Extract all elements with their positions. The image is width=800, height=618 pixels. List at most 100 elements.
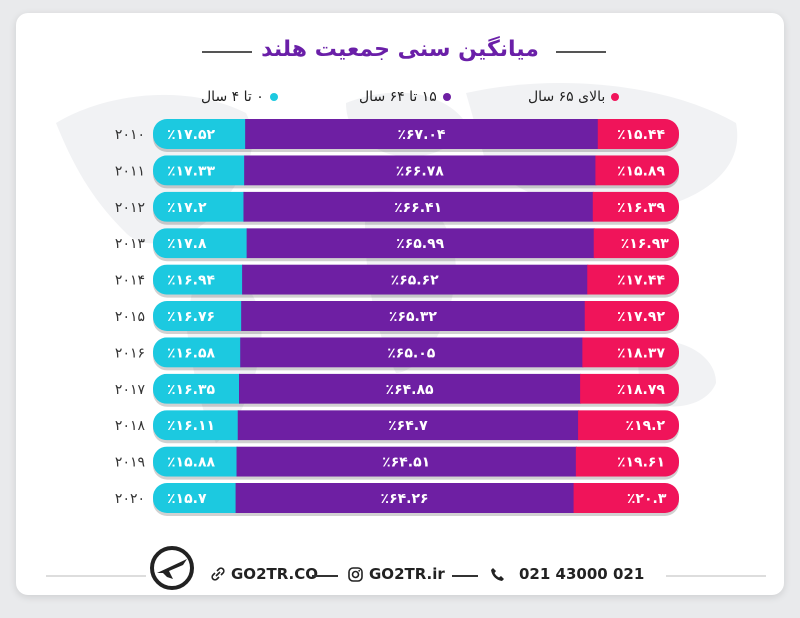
data-label: ٪۱۷.۹۲ (617, 309, 665, 325)
year-label: ۲۰۱۸ (115, 418, 146, 434)
bar-row: ٪۱۷.۵۲ ٪۶۷.۰۴ ٪۱۵.۴۴ (153, 119, 679, 149)
data-label: ٪۱۷.۴۴ (617, 273, 665, 289)
data-label: ٪۱۸.۷۹ (617, 382, 665, 398)
data-label: ٪۲۰.۳ (627, 491, 667, 507)
bar-segment-over-65 (573, 483, 679, 513)
data-label: ٪۶۶.۷۸ (396, 163, 444, 179)
data-label: ٪۱۷.۸ (167, 236, 207, 252)
data-label: ٪۱۶.۳۹ (617, 200, 665, 216)
footer-instagram: GO2TR.ir (348, 565, 445, 583)
data-label: ٪۶۵.۹۹ (396, 236, 444, 252)
website-text: GO2TR.CO (231, 565, 319, 583)
bar-segment-0-4 (153, 228, 248, 259)
bar-segment-over-65 (580, 373, 679, 404)
data-label: ٪۶۵.۰۵ (387, 345, 435, 361)
year-label: ۲۰۲۰ (115, 491, 145, 507)
bar-segment-15-64 (237, 410, 580, 441)
bar-segment-over-65 (578, 410, 679, 441)
legend-item-0-4: ۰ تا ۴ سال (201, 89, 278, 105)
legend-item-over-65: بالای ۶۵ سال (528, 89, 620, 105)
bar-segment-0-4 (153, 119, 247, 149)
data-label: ٪۱۵.۷ (167, 491, 207, 507)
bar-segment-15-64 (241, 301, 586, 331)
instagram-icon (348, 566, 363, 582)
data-label: ٪۶۷.۰۴ (397, 127, 445, 143)
bar-segment-15-64 (246, 228, 595, 259)
bar-row: ٪۱۶.۵۸ ٪۶۵.۰۵ ٪۱۸.۳۷ (153, 337, 679, 368)
data-label: ٪۱۷.۵۲ (167, 127, 215, 143)
data-label: ٪۱۵.۴۴ (617, 127, 665, 143)
chart-title: میانگین سنی جمعیت هلند (261, 37, 539, 62)
data-label: ٪۱۵.۸۸ (167, 455, 215, 471)
bar-segment-0-4 (153, 301, 243, 331)
bar-segment-15-64 (239, 373, 582, 404)
year-label: ۲۰۱۴ (115, 273, 145, 289)
data-label: ٪۱۶.۹۴ (167, 273, 215, 289)
year-label: ۲۰۱۷ (115, 382, 146, 398)
bar-segment-0-4 (153, 191, 245, 222)
data-label: ٪۱۶.۹۳ (621, 236, 669, 252)
phone-icon (491, 567, 504, 581)
year-label: ۲۰۱۳ (115, 236, 146, 252)
bar-segment-0-4 (153, 264, 244, 295)
bar-segment-0-4 (153, 410, 239, 441)
legend-label-0-4: ۰ تا ۴ سال (201, 89, 264, 105)
data-label: ٪۶۶.۴۱ (394, 200, 442, 216)
footer-divider-left (46, 575, 146, 577)
year-label: ۲۰۱۰ (115, 127, 145, 143)
instagram-text: GO2TR.ir (369, 565, 445, 583)
phone-text: 021 43000 021 (519, 565, 645, 583)
bar-segment-over-65 (582, 337, 679, 368)
data-label: ٪۶۴.۷ (388, 418, 428, 434)
data-label: ٪۶۴.۵۱ (382, 455, 430, 471)
data-label: ٪۶۵.۳۲ (389, 309, 437, 325)
footer-website: GO2TR.CO (211, 565, 318, 583)
bar-segment-over-65 (592, 191, 679, 222)
bar-row: ٪۱۶.۷۶ ٪۶۵.۳۲ ٪۱۷.۹۲ (153, 301, 679, 331)
stacked-bar-chart: ٪۱۷.۵۲ ٪۶۷.۰۴ ٪۱۵.۴۴ ۲۰۱۰ ٪۱۷.۳۳ ٪۶۶.۷۸ ٪۱۵.۸۹… (115, 119, 679, 516)
year-label: ۲۰۱۶ (115, 345, 145, 361)
year-label: ۲۰۱۱ (115, 163, 145, 179)
bar-segment-15-64 (240, 337, 584, 368)
bar-segment-15-64 (235, 483, 575, 513)
data-label: ٪۱۷.۲ (167, 200, 207, 216)
bar-segment-15-64 (242, 264, 589, 295)
bar-segment-15-64 (236, 446, 577, 477)
data-label: ٪۶۴.۸۵ (386, 382, 434, 398)
bar-row: ٪۱۷.۸ ٪۶۵.۹۹ ٪۱۶.۹۳ (153, 228, 679, 259)
legend-dot-0-4 (269, 93, 278, 101)
bar-segment-over-65 (593, 228, 679, 259)
title-line-left (202, 51, 252, 53)
infographic-card: میانگین سنی جمعیت هلند بالای ۶۵ سال ۱۵ ت… (16, 13, 784, 595)
bar-segment-over-65 (587, 264, 679, 295)
bar-segment-0-4 (153, 483, 237, 513)
legend-label-15-64: ۱۵ تا ۶۴ سال (359, 89, 437, 105)
bar-segment-over-65 (584, 301, 679, 331)
bar-row: ٪۱۵.۷ ٪۶۴.۲۶ ٪۲۰.۳ (153, 483, 679, 513)
bar-row: ٪۱۷.۲ ٪۶۶.۴۱ ٪۱۶.۳۹ (153, 191, 679, 222)
legend-dot-15-64 (442, 93, 451, 101)
footer-divider-2 (452, 575, 478, 577)
bar-segment-over-65 (575, 446, 679, 477)
legend-item-15-64: ۱۵ تا ۶۴ سال (359, 89, 451, 105)
data-label: ٪۱۸.۳۷ (617, 345, 665, 361)
plane-logo-icon (150, 546, 194, 590)
bar-row: ٪۱۶.۱۱ ٪۶۴.۷ ٪۱۹.۲ (153, 410, 679, 441)
bar-segment-over-65 (595, 155, 679, 186)
bar-segment-0-4 (153, 446, 238, 477)
bar-row: ٪۱۶.۹۴ ٪۶۵.۶۲ ٪۱۷.۴۴ (153, 264, 679, 295)
year-label: ۲۰۱۹ (115, 455, 145, 471)
bar-segment-0-4 (153, 337, 242, 368)
bar-segment-over-65 (597, 119, 679, 149)
bar-segment-15-64 (244, 155, 597, 186)
footer-phone: 021 43000 021 (490, 565, 644, 583)
bar-segment-15-64 (243, 191, 594, 222)
data-label: ٪۱۵.۸۹ (617, 163, 665, 179)
legend-label-over-65: بالای ۶۵ سال (528, 89, 606, 105)
bar-segment-15-64 (245, 119, 599, 149)
data-label: ٪۱۶.۵۸ (167, 345, 215, 361)
data-label: ٪۱۹.۶۱ (617, 455, 665, 471)
link-icon (211, 567, 225, 581)
data-label: ٪۱۶.۳۵ (167, 382, 215, 398)
legend-dot-over-65 (611, 93, 620, 101)
